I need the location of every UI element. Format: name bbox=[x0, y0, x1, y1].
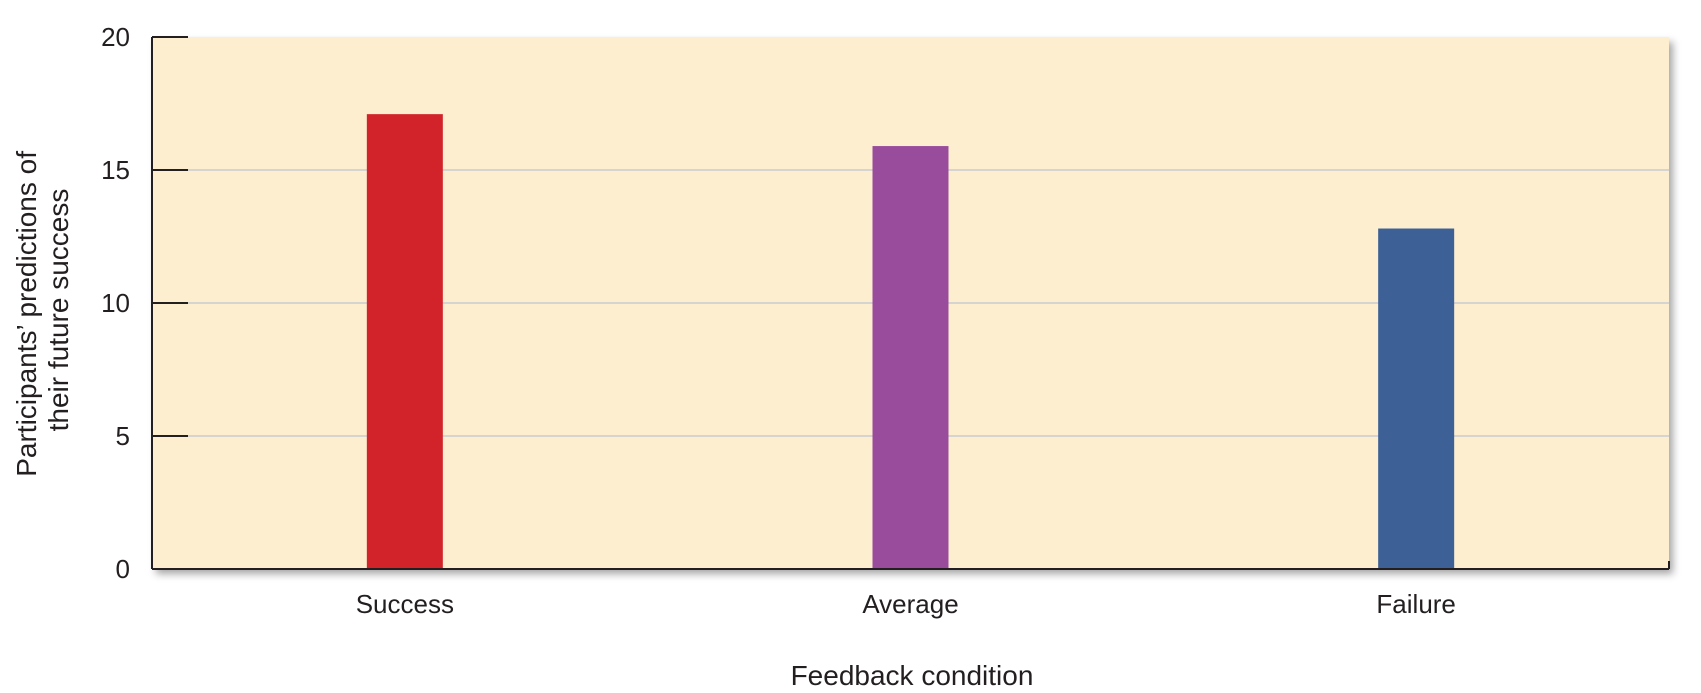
y-tick-label: 15 bbox=[101, 155, 130, 185]
bar-average bbox=[872, 146, 949, 569]
bars bbox=[366, 114, 1455, 569]
y-tick-label: 20 bbox=[101, 22, 130, 52]
y-tick-label: 0 bbox=[116, 554, 130, 584]
x-tick-label: Failure bbox=[1376, 589, 1455, 619]
y-axis-title: Participants’ predictions of their futur… bbox=[11, 143, 74, 477]
y-tick-label: 5 bbox=[116, 421, 130, 451]
x-tick-labels: Success Average Failure bbox=[356, 589, 1456, 619]
y-ticks: 0 5 10 15 20 bbox=[101, 22, 188, 584]
bar-success bbox=[366, 114, 443, 569]
x-tick-label: Average bbox=[862, 589, 958, 619]
y-tick-label: 10 bbox=[101, 288, 130, 318]
x-axis-title: Feedback condition bbox=[791, 660, 1034, 691]
y-axis-title-line-2: their future success bbox=[43, 189, 74, 432]
bar-failure bbox=[1378, 228, 1455, 569]
x-tick-label: Success bbox=[356, 589, 454, 619]
y-axis-title-line-1: Participants’ predictions of bbox=[11, 151, 42, 477]
